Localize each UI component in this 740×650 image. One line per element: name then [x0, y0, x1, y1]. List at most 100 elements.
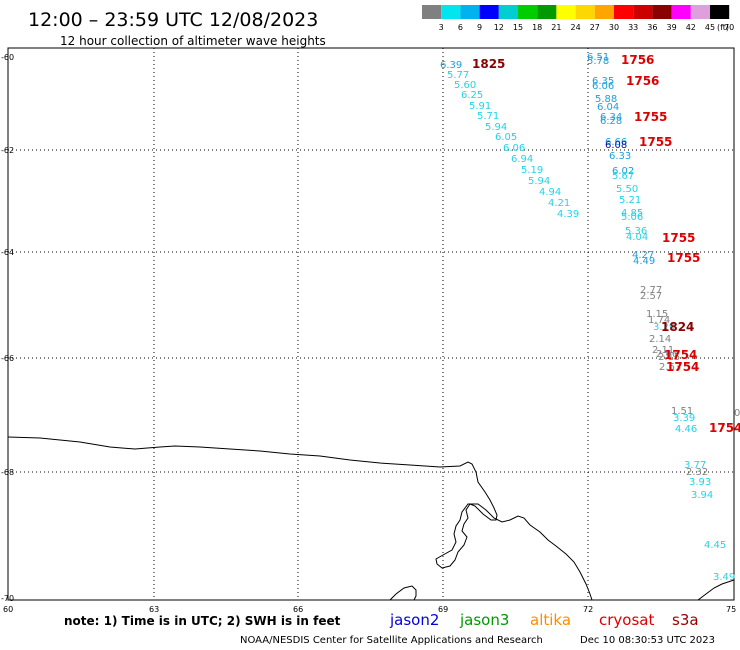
pass-time-label: 1825	[472, 57, 505, 71]
lon-label: 63	[149, 605, 159, 614]
footer-note: note: 1) Time is in UTC; 2) SWH is in fe…	[64, 614, 341, 628]
wave-height-value: 6.02	[612, 166, 634, 177]
pass-time-label: 1754	[666, 360, 699, 374]
pass-time-label: 1756	[626, 74, 659, 88]
coastline	[697, 579, 735, 601]
lat-label: -64	[1, 248, 14, 257]
wave-height-value: 6.28	[600, 116, 622, 127]
legend-label: 24	[571, 23, 581, 32]
wave-height-value: 4.21	[548, 198, 570, 209]
wave-height-value: 6.34	[600, 112, 622, 123]
legend-label: 45	[705, 23, 715, 32]
legend-swatch	[422, 5, 442, 19]
wave-height-value: 5.71	[477, 111, 499, 122]
satellite-s3a: s3a	[672, 611, 699, 629]
wave-height-value: 6.35	[592, 76, 614, 87]
wave-height-value: 6.51	[587, 52, 609, 63]
wave-height-value: 5.06	[621, 212, 643, 223]
legend-label: 30	[609, 23, 619, 32]
wave-height-value: 4.04	[626, 232, 648, 243]
satellite-cryosat: cryosat	[599, 611, 654, 629]
legend-swatch	[518, 5, 538, 19]
legend-swatch	[575, 5, 595, 19]
wave-height-value: 3.29	[653, 322, 675, 333]
wave-height-value: 6.08	[605, 140, 627, 151]
lon-label: 66	[293, 605, 303, 614]
wave-height-value: 3.49	[713, 572, 735, 583]
wave-height-value: 5.88	[595, 94, 617, 105]
wave-height-value: 4.49	[633, 256, 655, 267]
map-frame	[7, 47, 735, 601]
lon-label: 60	[3, 605, 13, 614]
legend-swatch	[441, 5, 461, 19]
wave-height-value: 0	[734, 408, 740, 419]
satellite-legend: jason2 jason3 altika cryosat s3a	[389, 611, 699, 629]
lat-label: -68	[1, 468, 14, 477]
map-title: 12:00 – 23:59 UTC 12/08/2023	[28, 9, 318, 31]
legend-swatch	[594, 5, 614, 19]
lat-labels: -60 -62 -64 -66 -68 -70	[1, 53, 14, 603]
pass-time-label: 1755	[667, 251, 700, 265]
lat-label: -60	[1, 53, 14, 62]
wave-height-value: 6.66	[605, 137, 627, 148]
legend-label: 15	[513, 23, 523, 32]
lat-label: -66	[1, 354, 14, 363]
legend-label: 33	[628, 23, 638, 32]
legend-swatch	[652, 5, 672, 19]
wave-height-value: 5.77	[447, 70, 469, 81]
pass-time-label: 1824	[661, 320, 694, 334]
legend-swatch	[710, 5, 730, 19]
pass-time-label: 1755	[634, 110, 667, 124]
legend-swatch	[671, 5, 691, 19]
coastline	[7, 436, 593, 601]
legend-swatch	[498, 5, 518, 19]
wave-height-value: 5.67	[612, 171, 634, 182]
wave-height-value: 5.94	[528, 176, 550, 187]
wave-height-value: 4.85	[621, 208, 643, 219]
legend-label: 12	[494, 23, 504, 32]
wave-height-value: 5.94	[485, 122, 507, 133]
wave-height-value: 2.15	[658, 352, 680, 363]
wave-height-value: 1.51	[671, 406, 693, 417]
wave-height-value: 2.46	[656, 349, 678, 360]
lon-label: 72	[583, 605, 593, 614]
legend-swatch	[537, 5, 557, 19]
wave-height-value: 6.33	[609, 151, 631, 162]
pass-time-label: 1754	[664, 348, 697, 362]
wave-height-value: 5.19	[521, 165, 543, 176]
legend-swatch	[460, 5, 480, 19]
wave-height-value: 6.25	[461, 90, 483, 101]
footer-credit: NOAA/NESDIS Center for Satellite Applica…	[240, 635, 543, 646]
legend-label: 27	[590, 23, 600, 32]
pass-time-label: 1755	[662, 231, 695, 245]
legend-label: 3	[439, 23, 444, 32]
pass-time-label: 1754	[709, 421, 740, 435]
wave-height-value: 4.94	[539, 187, 561, 198]
satellite-jason2: jason2	[389, 611, 439, 629]
wave-height-value: 1.74	[648, 315, 670, 326]
wave-height-value: 2.57	[640, 291, 662, 302]
wave-height-value: 6.39	[440, 60, 462, 71]
color-legend: 3 6 9 12 15 18 21 24 27 30 33 36 39 42 45 70(ft)	[422, 5, 734, 32]
wave-height-value: 2.11	[652, 345, 674, 356]
satellite-altika: altika	[530, 611, 571, 629]
wave-height-value: 2.63	[659, 362, 681, 373]
lat-lon-grid	[8, 48, 734, 600]
wave-height-value: 5.50	[616, 184, 638, 195]
legend-label: 21	[551, 23, 561, 32]
legend-label: 70	[724, 23, 734, 32]
legend-swatch	[556, 5, 576, 19]
wave-height-value: 6.06	[503, 143, 525, 154]
wave-height-value: 6.94	[511, 154, 533, 165]
wave-height-value: 4.39	[557, 209, 579, 220]
wave-height-value: 4.27	[632, 250, 654, 261]
wave-height-value: 2.32	[686, 467, 708, 478]
satellite-jason3: jason3	[459, 611, 509, 629]
wave-height-value: 1.15	[646, 309, 668, 320]
wave-height-value: 4.46	[675, 424, 697, 435]
legend-label: 39	[667, 23, 677, 32]
lon-label: 75	[726, 605, 736, 614]
lat-label: -70	[1, 594, 14, 603]
legend-label: 18	[532, 23, 542, 32]
